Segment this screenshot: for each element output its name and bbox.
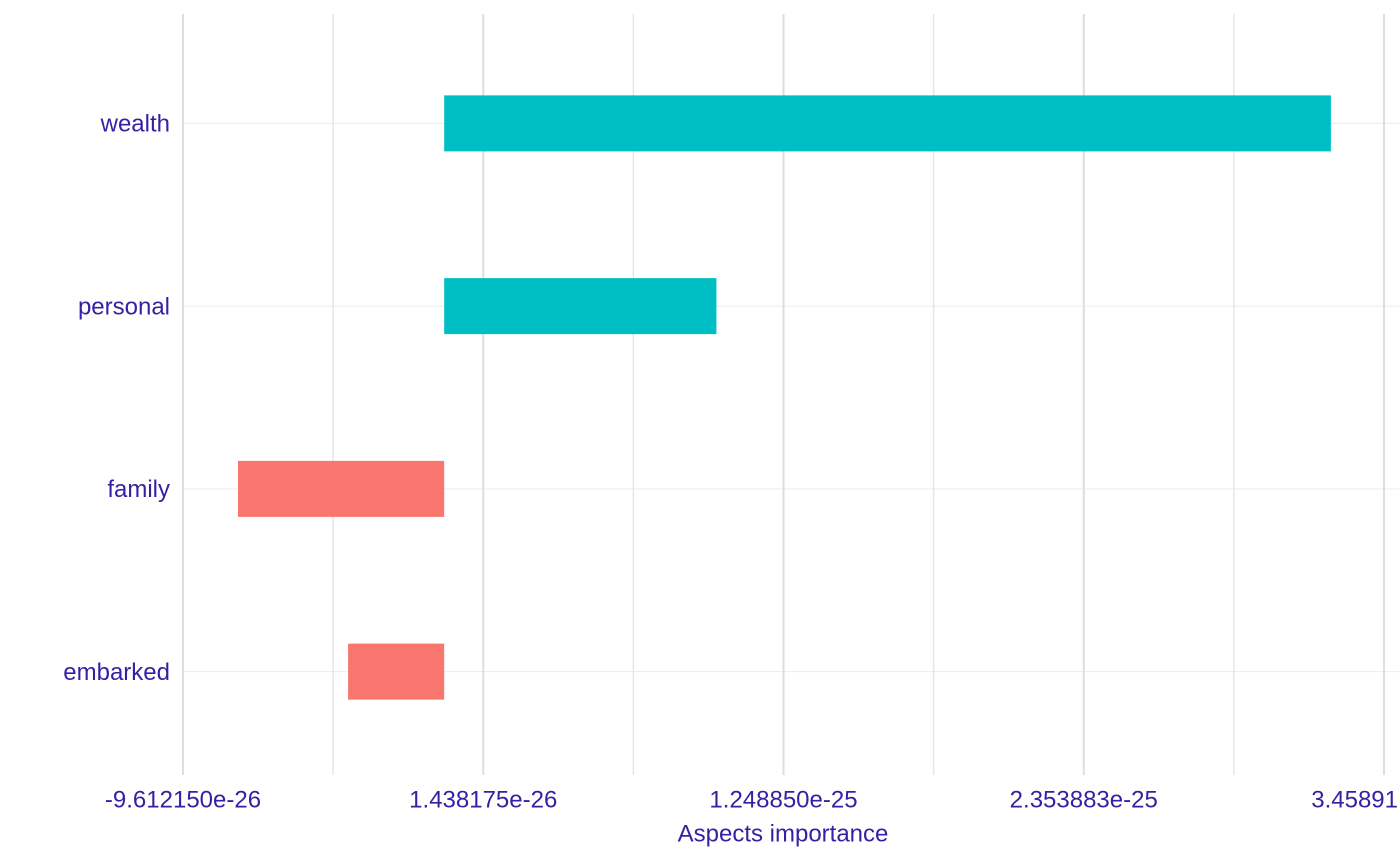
bar xyxy=(348,643,445,700)
bar xyxy=(444,278,717,335)
y-tick-label: wealth xyxy=(100,111,170,138)
x-tick-label: 1.438175e-26 xyxy=(409,786,557,813)
x-tick-label: 3.45891 xyxy=(1311,786,1398,813)
y-tick-label: embarked xyxy=(63,659,170,686)
x-tick-label: 1.248850e-25 xyxy=(709,786,857,813)
y-tick-label: family xyxy=(107,476,170,503)
y-tick-label: personal xyxy=(78,293,170,320)
x-tick-label: -9.612150e-26 xyxy=(105,786,261,813)
x-tick-label: 2.353883e-25 xyxy=(1010,786,1158,813)
bar xyxy=(237,460,445,517)
x-axis-title: Aspects importance xyxy=(678,820,889,847)
bar xyxy=(444,95,1331,152)
